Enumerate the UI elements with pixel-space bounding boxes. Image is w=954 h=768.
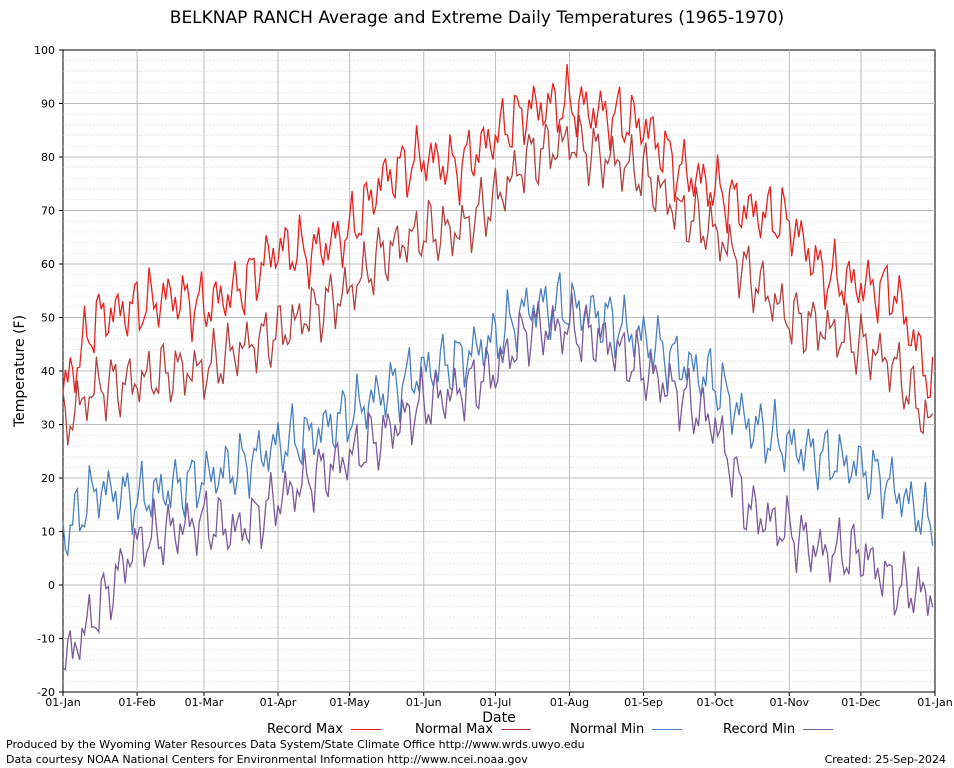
created-date: Created: 25-Sep-2024 bbox=[824, 753, 946, 766]
y-axis-label: Temperature (F) bbox=[12, 315, 28, 428]
y-tick-label: 70 bbox=[41, 205, 55, 218]
y-tick-label: 0 bbox=[48, 579, 55, 592]
chart-title: BELKNAP RANCH Average and Extreme Daily … bbox=[169, 8, 785, 28]
x-tick-label: 01-Jan bbox=[917, 696, 953, 709]
major-grid bbox=[63, 50, 935, 692]
legend-swatch bbox=[350, 729, 381, 730]
series-lines bbox=[62, 63, 934, 671]
y-tick-label: 90 bbox=[41, 98, 55, 111]
legend-label: Record Min bbox=[723, 722, 796, 737]
y-tick-label: 30 bbox=[41, 419, 55, 432]
legend-item-normal-min: Normal Min bbox=[570, 722, 683, 737]
series-line-normal-min bbox=[62, 272, 934, 556]
x-tick-label: 01-Dec bbox=[841, 696, 880, 709]
y-tick-label: -10 bbox=[37, 633, 55, 646]
producer-credit: Produced by the Wyoming Water Resources … bbox=[6, 738, 585, 751]
y-tick-label: 20 bbox=[41, 472, 55, 485]
legend-item-record-max: Record Max bbox=[267, 722, 381, 737]
legend-swatch bbox=[652, 729, 683, 730]
legend-label: Normal Min bbox=[570, 722, 645, 737]
x-tick-label: 01-Jul bbox=[479, 696, 511, 709]
x-tick-label: 01-Apr bbox=[260, 696, 297, 709]
y-tick-label: 10 bbox=[41, 526, 55, 539]
x-axis-label: Date bbox=[482, 710, 515, 726]
legend-item-record-min: Record Min bbox=[723, 722, 834, 737]
legend-swatch bbox=[501, 729, 532, 730]
x-tick-label: 01-Feb bbox=[118, 696, 155, 709]
series-line-record-min bbox=[62, 292, 934, 671]
x-tick-label: 01-Aug bbox=[550, 696, 589, 709]
series-line-record-max bbox=[62, 63, 934, 399]
x-tick-label: 01-Oct bbox=[697, 696, 735, 709]
legend-label: Normal Max bbox=[415, 722, 494, 737]
x-tick-label: 01-Sep bbox=[624, 696, 663, 709]
x-tick-label: 01-Jun bbox=[406, 696, 442, 709]
x-axis-ticks: 01-Jan 01-Feb 01-Mar 01-Apr 01-May 01-Jun 01-J… bbox=[45, 692, 953, 709]
y-tick-label: 40 bbox=[41, 365, 55, 378]
legend-item-normal-max: Normal Max bbox=[415, 722, 532, 737]
x-tick-label: 01-Jan bbox=[45, 696, 81, 709]
y-tick-label: 50 bbox=[41, 312, 55, 325]
x-tick-label: 01-Nov bbox=[770, 696, 810, 709]
y-tick-label: 100 bbox=[34, 44, 55, 57]
data-source-credit: Data courtesy NOAA National Centers for … bbox=[6, 753, 528, 766]
x-tick-label: 01-Mar bbox=[185, 696, 224, 709]
legend-swatch bbox=[803, 729, 834, 730]
series-line-normal-max bbox=[62, 114, 934, 446]
x-tick-label: 01-May bbox=[329, 696, 370, 709]
y-tick-label: 80 bbox=[41, 151, 55, 164]
legend-label: Record Max bbox=[267, 722, 343, 737]
y-tick-label: -20 bbox=[37, 686, 55, 699]
y-tick-label: 60 bbox=[41, 258, 55, 271]
